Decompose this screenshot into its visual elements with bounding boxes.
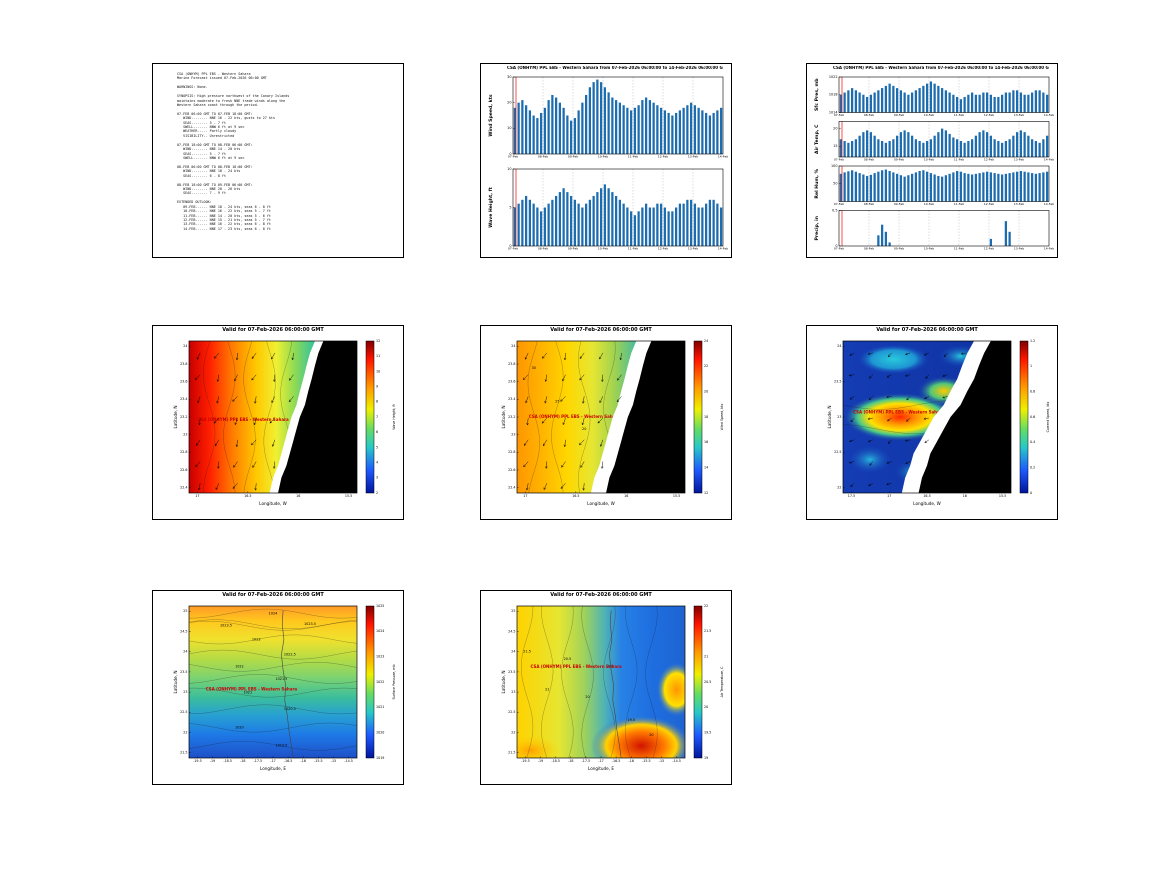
- met-timeseries-canvas: [807, 64, 1057, 257]
- current-speed-map-canvas: [807, 326, 1057, 519]
- panel-met-timeseries: CSA (ONHYM) PPL EBS - Western Sahara fro…: [806, 63, 1058, 258]
- panel-surface-pressure-map: Valid for 07-Feb-2026 06:00:00 GMT: [152, 590, 404, 785]
- panel-wave-height-map: Valid for 07-Feb-2026 06:00:00 GMT: [152, 325, 404, 520]
- panel-forecast-text: CSA (ONHYM) PPL EBS - Western Sahara Mar…: [152, 63, 404, 258]
- panel-wind-speed-map: Valid for 07-Feb-2026 06:00:00 GMT: [480, 325, 732, 520]
- panel-current-speed-map: Valid for 07-Feb-2026 06:00:00 GMT: [806, 325, 1058, 520]
- met-chart-title: CSA (ONHYM) PPL EBS - Western Sahara fro…: [833, 66, 1049, 70]
- temperature-map-title: Valid for 07-Feb-2026 06:00:00 GMT: [550, 592, 652, 598]
- wind-wave-timeseries-canvas: [481, 64, 731, 257]
- panel-wind-wave-timeseries: CSA (ONHYM) PPL EBS - Western Sahara fro…: [480, 63, 732, 258]
- wind-speed-map-canvas: [481, 326, 731, 519]
- air-temperature-map-canvas: [481, 591, 731, 784]
- wave-map-title: Valid for 07-Feb-2026 06:00:00 GMT: [222, 327, 324, 333]
- wind-wave-chart-title: CSA (ONHYM) PPL EBS - Western Sahara fro…: [507, 66, 723, 70]
- wave-height-map-canvas: [153, 326, 403, 519]
- surface-pressure-map-canvas: [153, 591, 403, 784]
- forecast-text: CSA (ONHYM) PPL EBS - Western Sahara Mar…: [177, 72, 290, 231]
- panel-air-temperature-map: Valid for 07-Feb-2026 06:00:00 GMT: [480, 590, 732, 785]
- wind-map-title: Valid for 07-Feb-2026 06:00:00 GMT: [550, 327, 652, 333]
- current-map-title: Valid for 07-Feb-2026 06:00:00 GMT: [876, 327, 978, 333]
- pressure-map-title: Valid for 07-Feb-2026 06:00:00 GMT: [222, 592, 324, 598]
